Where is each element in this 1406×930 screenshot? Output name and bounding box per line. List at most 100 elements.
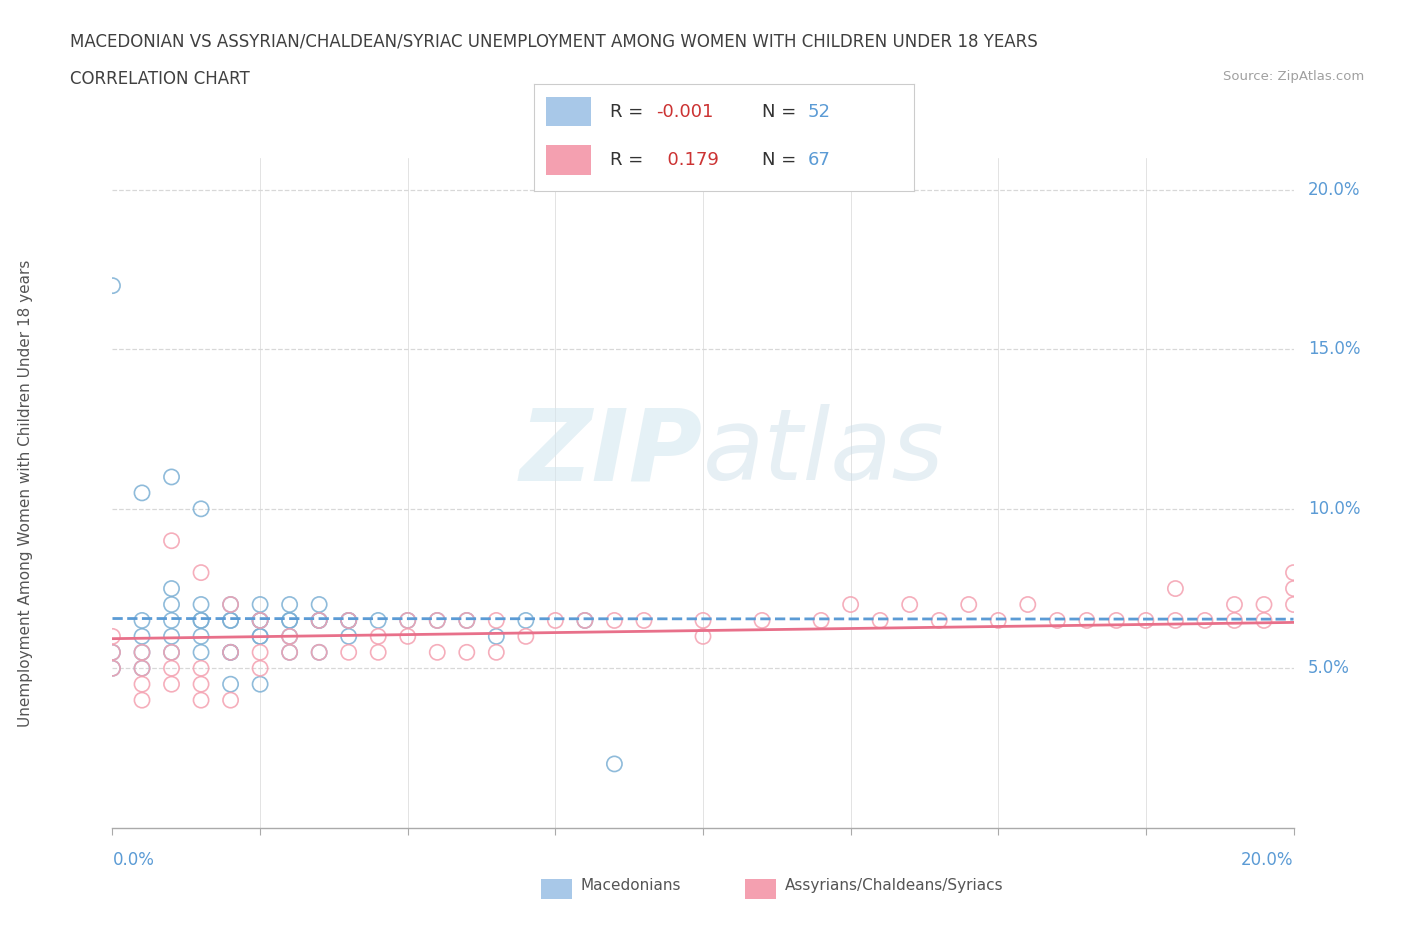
Point bbox=[1194, 613, 1216, 628]
Text: 15.0%: 15.0% bbox=[1308, 340, 1360, 358]
Point bbox=[515, 629, 537, 644]
Point bbox=[131, 677, 153, 692]
Point bbox=[1164, 581, 1187, 596]
Text: 5.0%: 5.0% bbox=[1308, 659, 1350, 677]
Point bbox=[574, 613, 596, 628]
Point bbox=[751, 613, 773, 628]
Point bbox=[190, 677, 212, 692]
Point bbox=[485, 629, 508, 644]
Point bbox=[396, 613, 419, 628]
Point bbox=[337, 613, 360, 628]
Point bbox=[249, 613, 271, 628]
Point bbox=[1164, 613, 1187, 628]
Point bbox=[190, 629, 212, 644]
Point bbox=[426, 613, 449, 628]
Point bbox=[160, 470, 183, 485]
Point bbox=[190, 613, 212, 628]
Point bbox=[1223, 597, 1246, 612]
Bar bbox=[546, 145, 591, 175]
Point bbox=[1076, 613, 1098, 628]
Point bbox=[367, 644, 389, 659]
Point bbox=[278, 644, 301, 659]
Point bbox=[131, 629, 153, 644]
Point bbox=[987, 613, 1010, 628]
Point bbox=[1017, 597, 1039, 612]
Text: 52: 52 bbox=[807, 102, 831, 121]
Point bbox=[337, 644, 360, 659]
Point bbox=[337, 613, 360, 628]
Point bbox=[131, 644, 153, 659]
Point bbox=[278, 644, 301, 659]
Point bbox=[131, 661, 153, 676]
Point bbox=[1253, 597, 1275, 612]
Point bbox=[396, 629, 419, 644]
Point bbox=[131, 661, 153, 676]
Point bbox=[278, 613, 301, 628]
Point bbox=[219, 644, 242, 659]
Text: Macedonians: Macedonians bbox=[581, 878, 681, 893]
Text: Source: ZipAtlas.com: Source: ZipAtlas.com bbox=[1223, 70, 1364, 83]
Point bbox=[190, 644, 212, 659]
Text: 20.0%: 20.0% bbox=[1241, 851, 1294, 870]
Point bbox=[515, 613, 537, 628]
Text: atlas: atlas bbox=[703, 405, 945, 501]
Point bbox=[249, 629, 271, 644]
Point bbox=[1223, 613, 1246, 628]
Point bbox=[603, 756, 626, 771]
Point bbox=[544, 613, 567, 628]
Point bbox=[485, 613, 508, 628]
Point bbox=[278, 597, 301, 612]
Point bbox=[367, 613, 389, 628]
Text: R =: R = bbox=[610, 102, 650, 121]
Point bbox=[278, 613, 301, 628]
Point bbox=[278, 629, 301, 644]
Point bbox=[574, 613, 596, 628]
Point bbox=[456, 613, 478, 628]
Point bbox=[308, 644, 330, 659]
Point bbox=[1105, 613, 1128, 628]
Point bbox=[101, 644, 124, 659]
Point bbox=[190, 693, 212, 708]
Point bbox=[1282, 597, 1305, 612]
Text: 67: 67 bbox=[807, 151, 831, 168]
Point bbox=[1046, 613, 1069, 628]
Point bbox=[131, 485, 153, 500]
Point bbox=[160, 629, 183, 644]
Text: R =: R = bbox=[610, 151, 650, 168]
Text: CORRELATION CHART: CORRELATION CHART bbox=[70, 70, 250, 87]
Point bbox=[190, 501, 212, 516]
Point bbox=[131, 613, 153, 628]
Point bbox=[869, 613, 891, 628]
Point bbox=[101, 278, 124, 293]
Point bbox=[426, 644, 449, 659]
Point bbox=[160, 533, 183, 548]
Point bbox=[1253, 613, 1275, 628]
Point bbox=[603, 613, 626, 628]
Text: N =: N = bbox=[762, 151, 801, 168]
Point bbox=[160, 597, 183, 612]
Point bbox=[190, 661, 212, 676]
Point bbox=[219, 597, 242, 612]
Point bbox=[219, 693, 242, 708]
Point bbox=[898, 597, 921, 612]
Point bbox=[249, 629, 271, 644]
Point bbox=[190, 613, 212, 628]
Point bbox=[1282, 581, 1305, 596]
Point bbox=[101, 661, 124, 676]
Point bbox=[219, 597, 242, 612]
Point bbox=[692, 629, 714, 644]
Point bbox=[367, 629, 389, 644]
Point bbox=[131, 644, 153, 659]
Point bbox=[308, 613, 330, 628]
Point bbox=[308, 597, 330, 612]
Point bbox=[160, 644, 183, 659]
Point bbox=[337, 629, 360, 644]
Text: Assyrians/Chaldeans/Syriacs: Assyrians/Chaldeans/Syriacs bbox=[785, 878, 1002, 893]
Point bbox=[308, 644, 330, 659]
Point bbox=[160, 661, 183, 676]
Point bbox=[219, 677, 242, 692]
Point bbox=[249, 661, 271, 676]
Point bbox=[633, 613, 655, 628]
Text: MACEDONIAN VS ASSYRIAN/CHALDEAN/SYRIAC UNEMPLOYMENT AMONG WOMEN WITH CHILDREN UN: MACEDONIAN VS ASSYRIAN/CHALDEAN/SYRIAC U… bbox=[70, 33, 1038, 50]
Point bbox=[190, 597, 212, 612]
